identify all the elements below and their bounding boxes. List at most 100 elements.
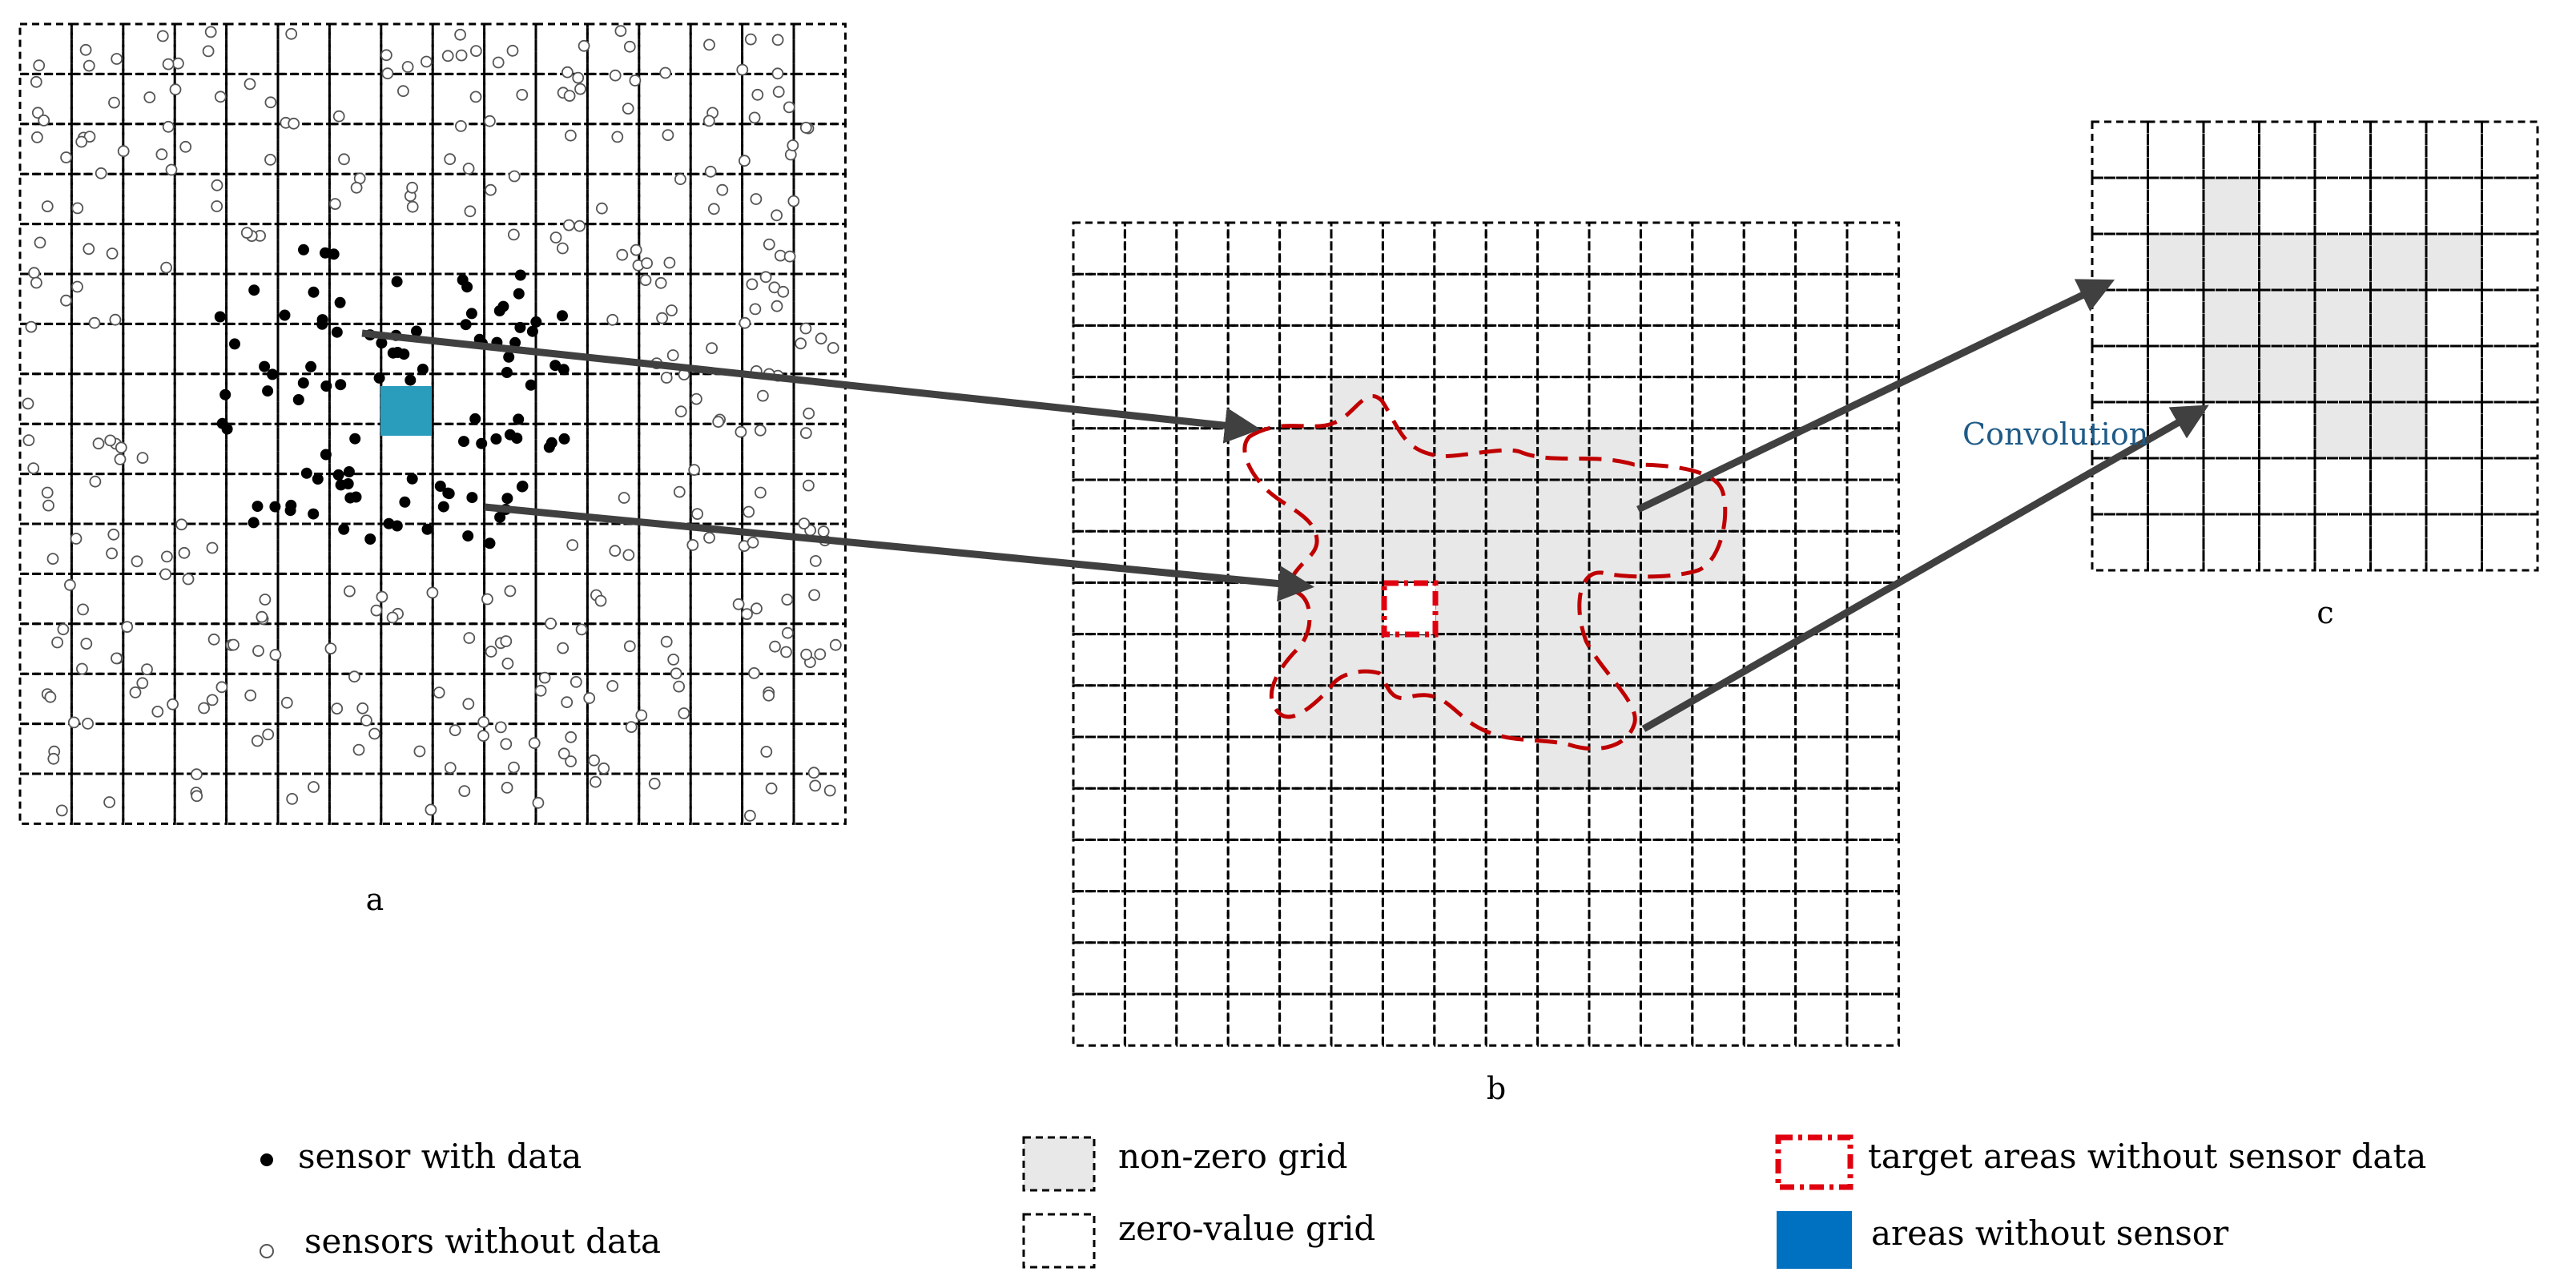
- panel-a-grid-cell: [741, 572, 795, 626]
- sensor-with-data: [252, 501, 264, 513]
- sensor-without-data: [34, 236, 46, 249]
- sensor-without-data: [746, 278, 759, 291]
- sensor-without-data: [574, 83, 586, 95]
- panel-b-grid-cell: [1175, 838, 1230, 893]
- panel-a-grid-cell: [638, 422, 692, 476]
- sensor-without-data: [462, 163, 475, 175]
- panel-a-grid-cell: [431, 522, 486, 575]
- panel-b-grid-cell: [1433, 992, 1487, 1047]
- sensor-with-data: [214, 311, 226, 323]
- sensor-without-data: [470, 45, 482, 57]
- area-without-sensor-cell: [380, 386, 432, 436]
- panel-a-grid-cell: [122, 622, 176, 675]
- sensor-with-data: [494, 511, 506, 523]
- panel-b-grid: [1072, 221, 1900, 1047]
- panel-a-grid-cell: [18, 372, 73, 425]
- legend-zero-value-grid: zero-value grid: [1118, 1209, 1375, 1248]
- sensor-without-data: [765, 782, 778, 795]
- panel-b-grid-cell: [1639, 581, 1694, 636]
- sensor-without-data: [464, 205, 477, 218]
- sensor-without-data: [614, 25, 627, 38]
- panel-a-grid-cell: [225, 422, 280, 476]
- panel-c-grid-cell: [2425, 344, 2483, 404]
- panel-a-grid-cell: [689, 622, 744, 675]
- panel-a-grid-cell: [483, 772, 537, 825]
- panel-c-grid-cell: [2481, 457, 2539, 516]
- panel-a-grid-cell: [741, 72, 795, 126]
- panel-b-non-zero-cell: [1640, 634, 1693, 686]
- sensor-without-data: [557, 242, 569, 255]
- sensor-with-data: [469, 413, 481, 425]
- arrow-a-to-b-lower: [484, 503, 1314, 602]
- sensor-without-data: [370, 604, 383, 617]
- sensor-without-data: [673, 680, 685, 693]
- panel-b-grid-cell: [1845, 941, 1900, 996]
- sensor-without-data: [244, 78, 256, 91]
- panel-c-grid-cell: [2202, 401, 2260, 460]
- panel-b-grid-cell: [1484, 890, 1540, 944]
- panel-b-non-zero-cell: [1486, 634, 1538, 686]
- panel-b-grid-cell: [1330, 890, 1384, 944]
- sensor-without-data: [803, 407, 815, 420]
- sensor-with-data: [549, 360, 561, 372]
- panel-c-grid: [2091, 120, 2539, 572]
- panel-b-grid-cell: [1433, 376, 1487, 430]
- panel-a-grid-cell: [328, 22, 383, 75]
- panel-a-grid-cell: [741, 422, 795, 476]
- sensor-without-data: [736, 63, 749, 76]
- panel-a-grid-cell: [534, 622, 589, 675]
- panel-a-grid-cell: [328, 572, 383, 626]
- panel-a-grid-cell: [792, 272, 847, 325]
- panel-a-grid-cell: [122, 272, 176, 325]
- sensor-without-data: [396, 85, 409, 98]
- panel-b-non-zero-cell: [1331, 531, 1383, 583]
- panel-b-grid-cell: [1175, 221, 1230, 276]
- panel-b-grid-cell: [1639, 992, 1694, 1047]
- sensor-with-data: [292, 394, 304, 405]
- panel-b-grid-cell: [1484, 787, 1540, 841]
- panel-b-grid-cell: [1742, 529, 1797, 584]
- panel-b-grid-cell: [1588, 787, 1642, 841]
- panel-a-grid-cell: [173, 672, 228, 726]
- panel-a-grid-cell: [276, 723, 331, 775]
- sensor-without-data: [262, 728, 275, 741]
- sensor-without-data: [141, 663, 153, 675]
- panel-c-non-zero-cell: [2370, 290, 2426, 346]
- sensor-with-data: [320, 380, 332, 392]
- panel-b-grid-cell: [1742, 787, 1797, 841]
- sensor-without-data: [80, 638, 93, 650]
- sensor-without-data: [458, 785, 471, 797]
- panel-a-grid-cell: [638, 22, 692, 75]
- panel-a-grid-cell: [792, 473, 847, 525]
- panel-b-grid-cell: [1381, 272, 1436, 327]
- sensor-without-data: [500, 738, 513, 751]
- sensor-with-data: [387, 347, 399, 359]
- panel-c-grid-cell: [2369, 288, 2428, 348]
- panel-b-grid-cell: [1226, 838, 1282, 893]
- sensor-without-data: [332, 110, 345, 123]
- panel-a-grid-cell: [18, 672, 73, 726]
- panel-b-grid-cell: [1484, 992, 1540, 1047]
- panel-a-grid-cell: [380, 473, 434, 525]
- panel-b-grid-cell: [1845, 221, 1900, 276]
- panel-b-grid-cell: [1639, 324, 1694, 379]
- panel-b-grid-cell: [1639, 787, 1694, 841]
- sensor-without-data: [528, 737, 541, 750]
- panel-c-grid-cell: [2202, 457, 2260, 516]
- sensor-without-data: [545, 618, 557, 630]
- panel-b-grid-cell: [1226, 581, 1282, 636]
- panel-b-grid-cell: [1123, 684, 1178, 739]
- panel-b-grid-cell: [1588, 221, 1642, 276]
- sensor-without-data: [115, 441, 127, 454]
- panel-b-non-zero-cell: [1383, 634, 1435, 686]
- panel-a-grid-cell: [431, 172, 486, 226]
- sensor-without-data: [578, 39, 590, 52]
- panel-a-grid-cell: [18, 172, 73, 226]
- sensor-with-data: [557, 364, 570, 376]
- panel-a-grid-cell: [18, 723, 73, 775]
- sensor-without-data: [256, 610, 268, 623]
- panel-b-grid-cell: [1175, 427, 1230, 481]
- sensor-without-data: [757, 389, 769, 402]
- sensor-without-data: [46, 553, 59, 565]
- sensor-without-data: [70, 533, 83, 545]
